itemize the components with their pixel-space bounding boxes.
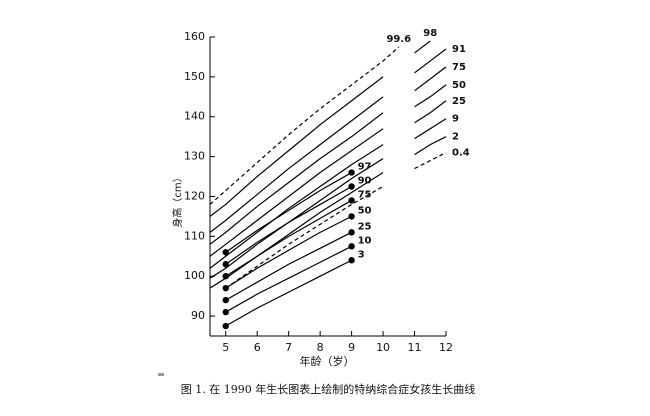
point bbox=[348, 229, 355, 236]
series-line bbox=[414, 118, 447, 140]
series-line bbox=[414, 66, 447, 92]
point bbox=[222, 308, 229, 316]
series-line bbox=[414, 48, 447, 74]
series-line bbox=[225, 199, 352, 277]
series-label: 90 bbox=[358, 176, 372, 187]
y-tick-label: 130 bbox=[184, 150, 205, 163]
y-tick-label: 140 bbox=[184, 110, 205, 123]
series-label: 75 bbox=[452, 62, 466, 73]
point bbox=[348, 243, 355, 250]
point bbox=[222, 296, 229, 304]
point bbox=[348, 169, 355, 176]
series-line bbox=[225, 245, 352, 313]
marker bbox=[158, 373, 164, 376]
series-line bbox=[225, 231, 352, 301]
point bbox=[222, 273, 229, 280]
series-label: 25 bbox=[358, 221, 372, 232]
series-label: 0.4 bbox=[452, 148, 470, 159]
series-label: 3 bbox=[358, 249, 365, 260]
x-axis-label: 年龄（岁） bbox=[300, 354, 355, 368]
point bbox=[222, 249, 229, 256]
series-line bbox=[209, 112, 384, 245]
point bbox=[348, 213, 355, 220]
x-tick-label: 11 bbox=[408, 341, 422, 354]
series-line bbox=[209, 96, 384, 233]
series-label: 9 bbox=[452, 114, 459, 125]
point bbox=[222, 284, 229, 292]
series-line bbox=[209, 128, 384, 257]
series-label: 75 bbox=[358, 189, 372, 200]
series-line bbox=[225, 172, 352, 253]
series-label: 25 bbox=[452, 96, 466, 107]
x-tick-label: 9 bbox=[348, 341, 355, 354]
y-tick-label: 90 bbox=[191, 309, 205, 322]
x-tick-label: 8 bbox=[317, 341, 324, 354]
series-line bbox=[209, 144, 384, 269]
point bbox=[348, 183, 355, 190]
y-tick-label: 120 bbox=[184, 189, 205, 202]
series-line bbox=[414, 100, 447, 124]
series-label: 99.6 bbox=[386, 34, 411, 45]
series-line bbox=[225, 185, 352, 265]
point bbox=[222, 261, 229, 268]
x-tick-label: 5 bbox=[222, 341, 229, 354]
y-axis-label: 身高（cm） bbox=[171, 172, 184, 227]
x-tick-label: 10 bbox=[376, 341, 390, 354]
series-line bbox=[414, 152, 447, 170]
series-line bbox=[209, 46, 400, 205]
x-tick-label: 6 bbox=[254, 341, 261, 354]
point bbox=[348, 257, 355, 264]
y-tick-label: 160 bbox=[184, 30, 205, 43]
series-line bbox=[209, 76, 384, 217]
y-tick-label: 100 bbox=[184, 269, 205, 282]
caption: 图 1. 在 1990 年生长图表上绘制的特纳综合症女孩生长曲线 bbox=[181, 382, 475, 396]
series-label: 50 bbox=[452, 80, 466, 91]
series-label: 97 bbox=[358, 162, 372, 173]
series-line bbox=[414, 84, 447, 108]
series-line bbox=[225, 215, 352, 289]
series-label: 91 bbox=[452, 44, 466, 55]
series-line bbox=[225, 259, 352, 327]
x-tick-label: 12 bbox=[439, 341, 453, 354]
series-line bbox=[414, 136, 447, 156]
series-label: 2 bbox=[452, 132, 459, 143]
y-tick-label: 150 bbox=[184, 70, 205, 83]
series-line bbox=[225, 185, 384, 289]
series-label: 10 bbox=[358, 235, 372, 246]
y-tick-label: 110 bbox=[184, 229, 205, 242]
series-label: 50 bbox=[358, 205, 372, 216]
x-tick-label: 7 bbox=[285, 341, 292, 354]
point bbox=[222, 322, 229, 330]
series-label: 98 bbox=[423, 28, 437, 39]
series-line bbox=[414, 40, 431, 54]
point bbox=[348, 197, 355, 204]
